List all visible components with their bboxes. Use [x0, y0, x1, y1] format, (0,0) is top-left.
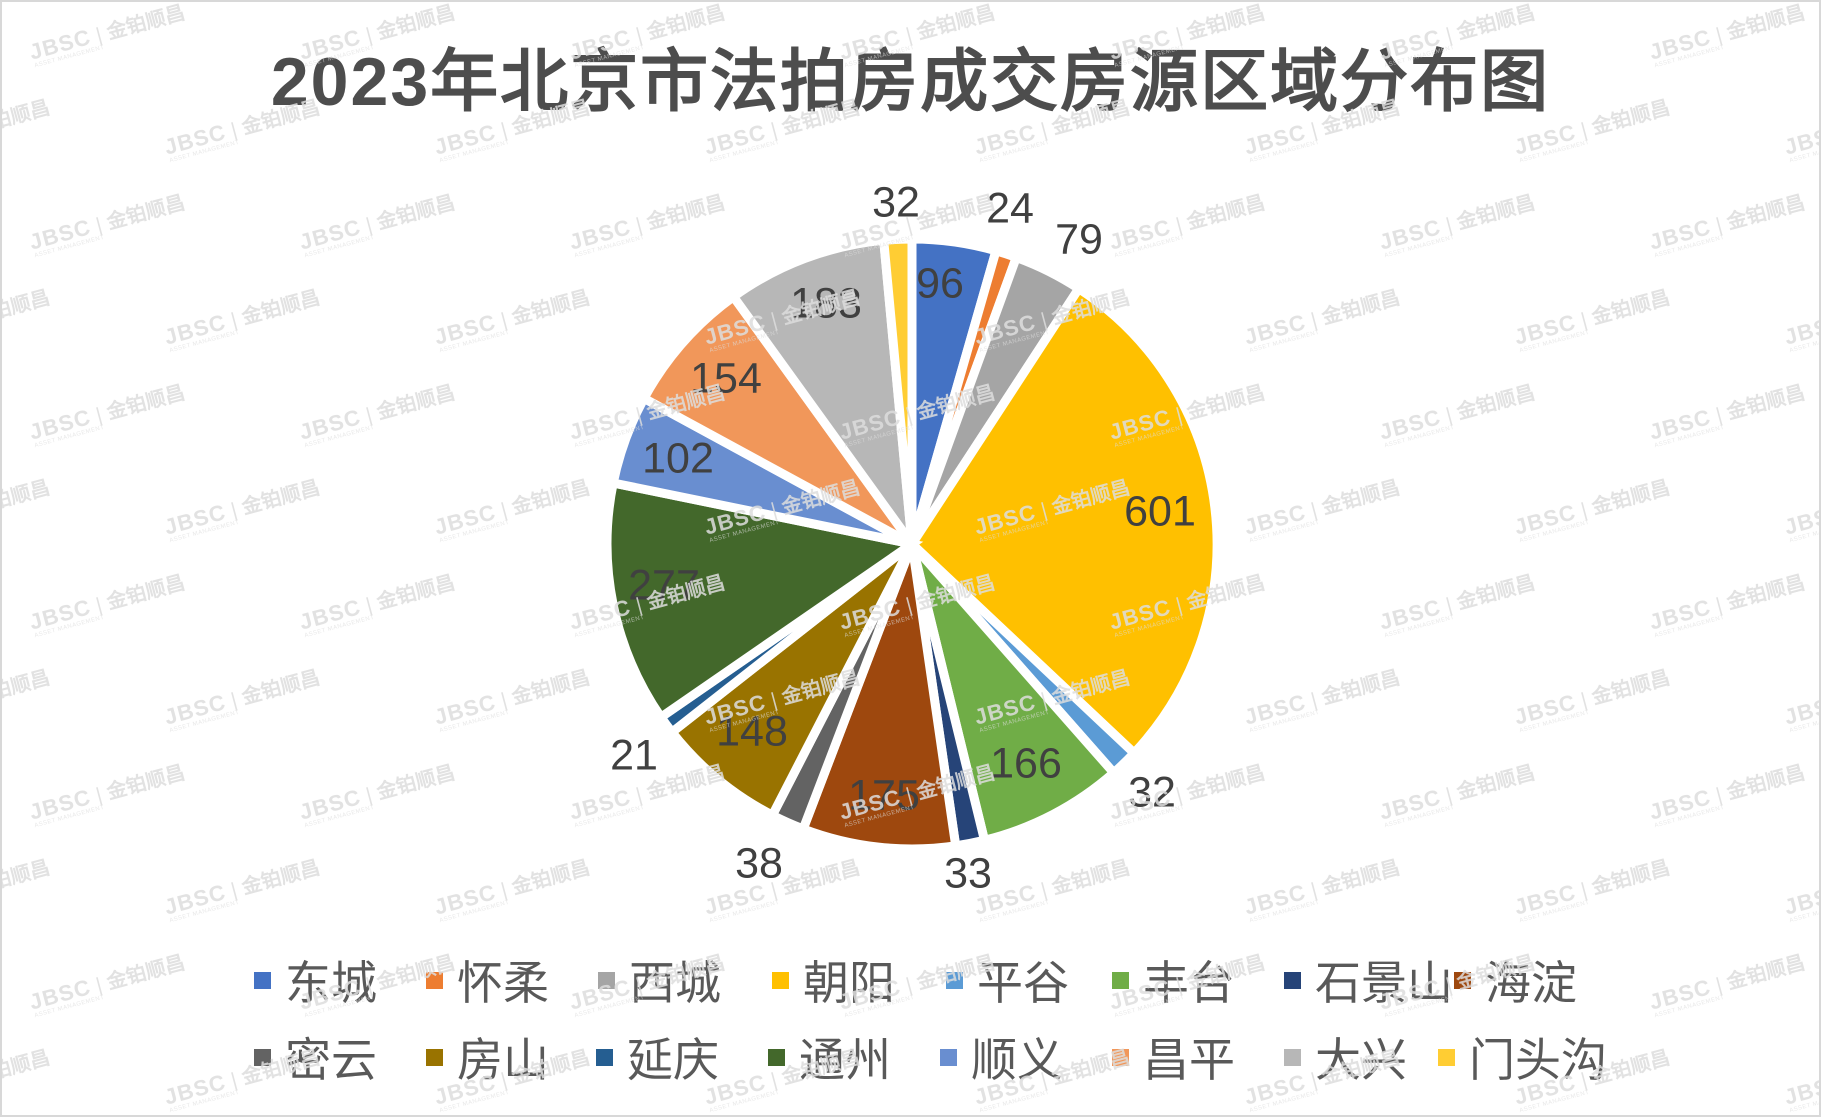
- legend-swatch-顺义: [940, 1048, 957, 1066]
- legend-swatch-怀柔: [426, 971, 443, 989]
- pie-slice-门头沟: [878, 234, 917, 545]
- legend-swatch-丰台: [1112, 971, 1129, 989]
- legend-swatch-海淀: [1454, 971, 1471, 989]
- pie-slice-通州: [602, 477, 924, 724]
- data-label-东城: 96: [916, 259, 964, 308]
- legend-swatch-昌平: [1112, 1048, 1129, 1066]
- data-label-延庆: 21: [610, 731, 658, 780]
- data-label-丰台: 166: [990, 739, 1062, 788]
- legend-item-通州: 通州: [768, 1027, 891, 1087]
- legend-item-大兴: 大兴: [1284, 1027, 1407, 1087]
- legend-label-延庆: 延庆: [627, 1034, 719, 1086]
- legend-label-顺义: 顺义: [971, 1034, 1063, 1086]
- legend-item-昌平: 昌平: [1112, 1027, 1235, 1087]
- legend-swatch-平谷: [946, 971, 963, 989]
- pie-slice-丰台: [907, 541, 1121, 846]
- data-label-怀柔: 24: [986, 184, 1034, 233]
- legend-label-房山: 房山: [457, 1034, 549, 1086]
- data-label-顺义: 102: [642, 434, 714, 483]
- legend-label-朝阳: 朝阳: [803, 957, 895, 1009]
- legend-swatch-大兴: [1284, 1048, 1301, 1066]
- data-label-石景山: 33: [944, 849, 992, 898]
- data-label-朝阳: 601: [1124, 487, 1196, 536]
- data-label-通州: 277: [628, 561, 700, 610]
- legend-item-门头沟: 门头沟: [1438, 1027, 1607, 1087]
- pie-slice-昌平: [637, 290, 916, 548]
- legend-label-怀柔: 怀柔: [457, 957, 549, 1009]
- legend-label-昌平: 昌平: [1143, 1034, 1235, 1086]
- legend-item-房山: 房山: [426, 1027, 549, 1087]
- legend-item-怀柔: 怀柔: [426, 950, 549, 1010]
- legend-swatch-朝阳: [772, 971, 789, 989]
- legend-swatch-房山: [426, 1048, 443, 1066]
- legend-label-西城: 西城: [629, 957, 721, 1009]
- legend-item-顺义: 顺义: [940, 1027, 1063, 1087]
- legend-item-朝阳: 朝阳: [772, 950, 895, 1010]
- pie-slice-大兴: [727, 235, 919, 561]
- data-label-房山: 148: [716, 707, 788, 756]
- data-label-平谷: 32: [1128, 768, 1176, 817]
- legend-swatch-东城: [254, 971, 271, 989]
- legend-item-平谷: 平谷: [946, 950, 1069, 1010]
- legend-label-东城: 东城: [285, 957, 377, 1009]
- legend-swatch-石景山: [1284, 971, 1301, 989]
- pie-slice-海淀: [797, 526, 961, 854]
- legend-label-平谷: 平谷: [977, 957, 1069, 1009]
- legend-swatch-西城: [598, 971, 615, 989]
- data-label-西城: 79: [1055, 215, 1103, 264]
- legend-label-丰台: 丰台: [1143, 957, 1235, 1009]
- legend-label-通州: 通州: [799, 1034, 891, 1086]
- legend-item-密云: 密云: [254, 1027, 377, 1087]
- chart-title: 2023年北京市法拍房成交房源区域分布图: [270, 44, 1551, 120]
- legend-label-门头沟: 门头沟: [1469, 1034, 1607, 1086]
- data-label-门头沟: 32: [872, 178, 920, 227]
- legend-swatch-通州: [768, 1048, 785, 1066]
- data-label-密云: 38: [735, 839, 783, 888]
- legend-swatch-密云: [254, 1048, 271, 1066]
- legend-item-丰台: 丰台: [1112, 950, 1235, 1010]
- data-label-大兴: 183: [790, 279, 862, 328]
- legend-label-石景山: 石景山: [1315, 957, 1453, 1009]
- legend-label-密云: 密云: [285, 1034, 377, 1086]
- legend-item-石景山: 石景山: [1284, 950, 1453, 1010]
- legend-label-海淀: 海淀: [1485, 957, 1577, 1009]
- pie-slice-朝阳: [906, 282, 1222, 760]
- data-label-海淀: 175: [848, 771, 920, 820]
- legend-item-海淀: 海淀: [1454, 950, 1577, 1010]
- legend-label-大兴: 大兴: [1315, 1034, 1407, 1086]
- data-label-昌平: 154: [690, 354, 762, 403]
- legend-swatch-延庆: [596, 1048, 613, 1066]
- legend-swatch-门头沟: [1438, 1048, 1455, 1066]
- legend-item-东城: 东城: [254, 950, 377, 1010]
- legend-item-延庆: 延庆: [596, 1027, 719, 1087]
- legend-item-西城: 西城: [598, 950, 721, 1010]
